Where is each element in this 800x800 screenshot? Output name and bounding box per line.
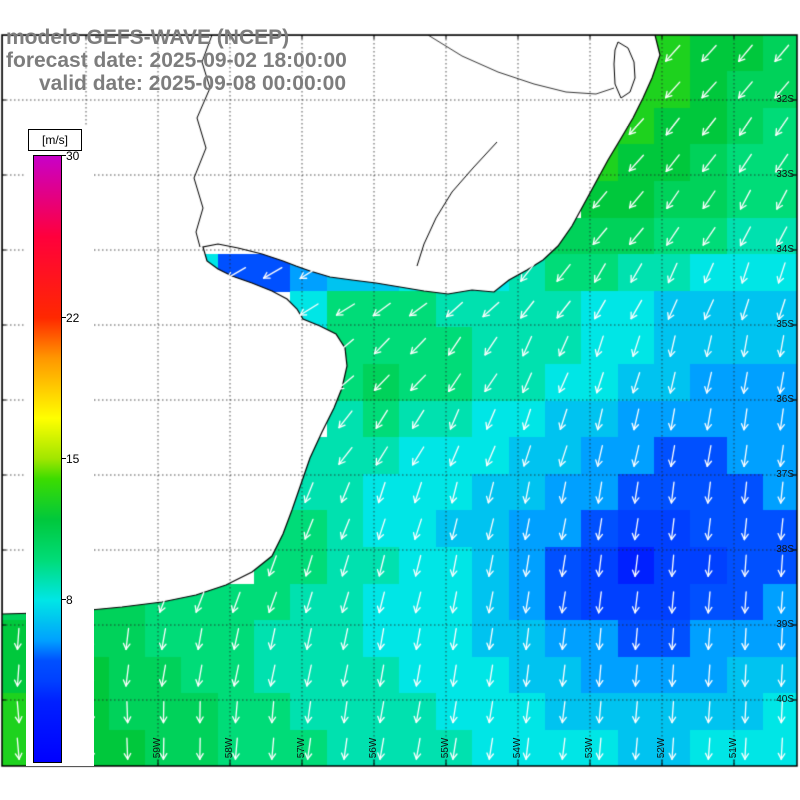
x-axis-tick-label: 54W xyxy=(512,737,523,759)
x-axis-tick-label: 52W xyxy=(656,737,667,759)
colorbar-tickmark xyxy=(61,458,66,459)
colorbar-tick-label: 8 xyxy=(66,593,73,608)
y-axis-tick-label: 33S xyxy=(776,169,794,180)
colorbar-tick-label: 15 xyxy=(66,452,80,466)
x-axis-tick-label: 53W xyxy=(584,737,595,759)
y-axis-tick-label: 34S xyxy=(776,244,794,255)
colorbar-tickmark xyxy=(61,316,66,318)
x-axis-tick-label: 55W xyxy=(440,737,451,759)
y-axis-tick-label: 39S xyxy=(776,619,794,630)
x-axis-tick-label: 51W xyxy=(728,737,739,759)
y-axis-tick-label: 32S xyxy=(776,94,794,105)
x-axis-tick-label: 58W xyxy=(224,737,235,759)
colorbar-tickmark xyxy=(61,155,66,156)
y-axis-tick-label: 36S xyxy=(776,394,794,405)
colorbar: [m/s] 30 22 15 8 xyxy=(26,126,94,766)
colorbar-tick-label: 30 xyxy=(66,149,80,163)
x-axis-tick-label: 59W xyxy=(152,737,163,759)
x-axis-tick-label: 57W xyxy=(296,737,307,759)
colorbar-tick-label: 22 xyxy=(66,310,80,325)
x-axis-tick-label: 56W xyxy=(368,737,379,759)
y-axis-tick-label: 37S xyxy=(776,469,794,480)
colorbar-gradient xyxy=(33,155,62,763)
y-axis-tick-label: 38S xyxy=(776,544,794,555)
y-axis-tick-label: 35S xyxy=(776,319,794,330)
y-axis-tick-label: 40S xyxy=(776,694,794,705)
colorbar-tickmark xyxy=(61,599,66,601)
colorbar-unit-label: [m/s] xyxy=(28,129,82,151)
